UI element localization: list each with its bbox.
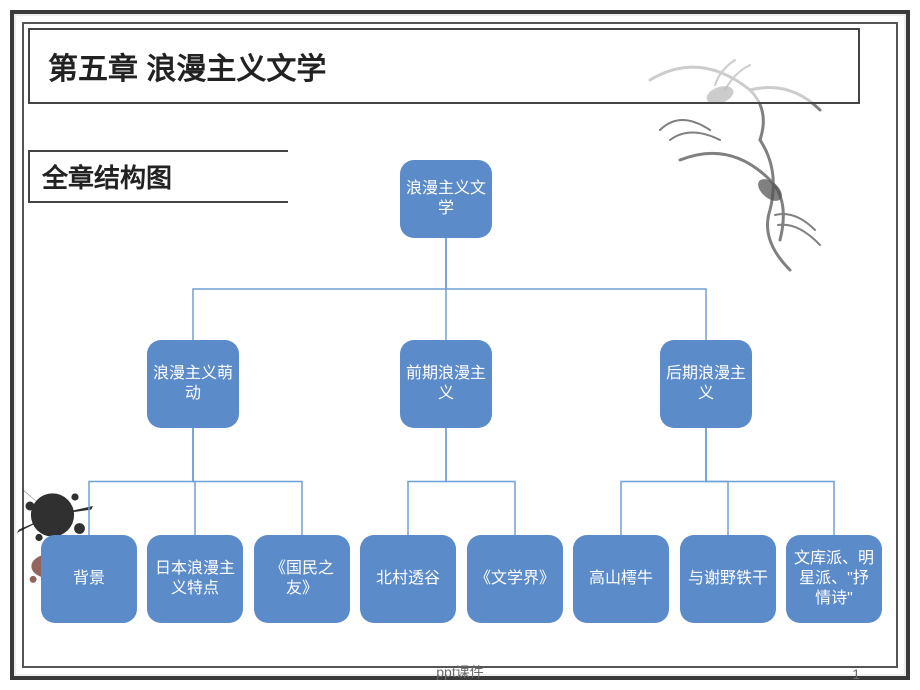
tree-leaf-node: 与谢野铁干 xyxy=(680,535,776,623)
tree-leaf-node: 背景 xyxy=(41,535,137,623)
tree-leaf-node: 高山樗牛 xyxy=(573,535,669,623)
page-number: 1 xyxy=(852,666,860,682)
tree-mid-node: 浪漫主义萌动 xyxy=(147,340,239,428)
subtitle-box: 全章结构图 xyxy=(28,150,288,203)
tree-mid-node: 前期浪漫主义 xyxy=(400,340,492,428)
tree-leaf-node: 日本浪漫主义特点 xyxy=(147,535,243,623)
tree-root-node: 浪漫主义文学 xyxy=(400,160,492,238)
footer-label: ppt课件 xyxy=(436,662,483,682)
tree-leaf-node: 文库派、明星派、"抒情诗" xyxy=(786,535,882,623)
tree-mid-node: 后期浪漫主义 xyxy=(660,340,752,428)
chapter-title: 第五章 浪漫主义文学 xyxy=(48,44,840,88)
chapter-title-box: 第五章 浪漫主义文学 xyxy=(28,28,860,104)
tree-leaf-node: 《国民之友》 xyxy=(254,535,350,623)
subtitle-text: 全章结构图 xyxy=(42,158,276,195)
tree-leaf-node: 《文学界》 xyxy=(467,535,563,623)
tree-leaf-node: 北村透谷 xyxy=(360,535,456,623)
